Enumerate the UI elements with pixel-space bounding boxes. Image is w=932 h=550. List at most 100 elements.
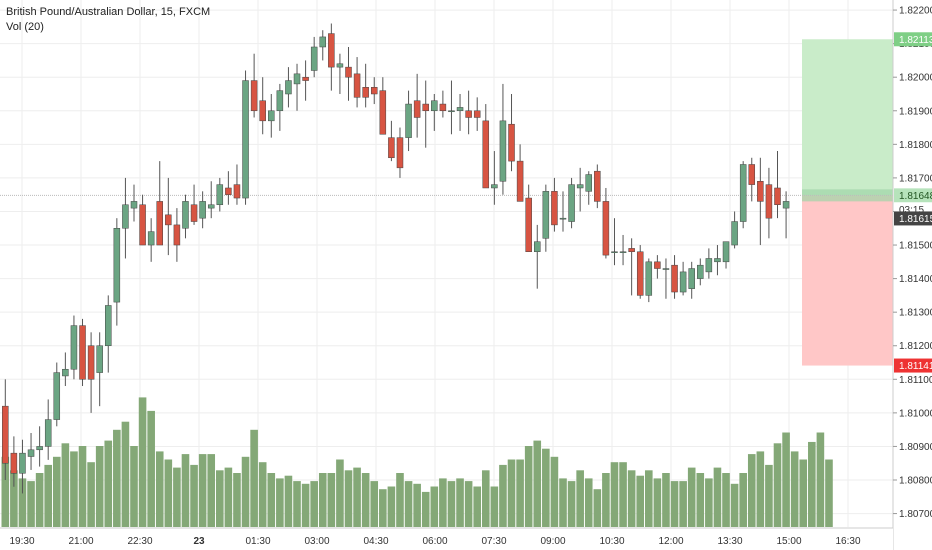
candle-up[interactable] <box>62 368 69 377</box>
candle-up[interactable] <box>585 174 592 192</box>
candle-up[interactable] <box>105 305 112 346</box>
candle-down[interactable] <box>422 103 429 112</box>
candle-down[interactable] <box>302 76 309 81</box>
candle-up[interactable] <box>722 241 730 263</box>
candle-up[interactable] <box>619 251 627 254</box>
candle-up[interactable] <box>731 221 738 246</box>
volume-bar <box>258 462 267 527</box>
candle-up[interactable] <box>285 80 292 95</box>
candle-down[interactable] <box>388 137 395 159</box>
candle-down[interactable] <box>516 160 524 202</box>
candle-down[interactable] <box>671 264 678 293</box>
candle-down[interactable] <box>259 100 266 122</box>
candle-down[interactable] <box>353 73 361 98</box>
candle-down[interactable] <box>482 120 490 189</box>
candle-down[interactable] <box>345 66 352 78</box>
price-axis[interactable] <box>893 0 932 550</box>
candle-up[interactable] <box>448 110 455 113</box>
candle-down[interactable] <box>328 33 335 68</box>
candle-down[interactable] <box>757 181 764 202</box>
candle-up[interactable] <box>216 184 224 206</box>
candle-down[interactable] <box>370 87 378 95</box>
candle-up[interactable] <box>405 103 412 138</box>
candle-up[interactable] <box>36 446 43 451</box>
candle-up[interactable] <box>705 258 713 273</box>
candle-up[interactable] <box>242 80 249 199</box>
candle-down[interactable] <box>748 164 756 185</box>
candle-up[interactable] <box>336 63 344 68</box>
candle-down[interactable] <box>654 261 661 269</box>
candle-down[interactable] <box>250 80 258 112</box>
candle-up[interactable] <box>559 217 567 220</box>
candle-up[interactable] <box>431 100 438 112</box>
candle-up[interactable] <box>53 372 61 420</box>
candle-down[interactable] <box>636 251 644 296</box>
candle-up[interactable] <box>782 201 790 209</box>
candle-down[interactable] <box>10 452 18 474</box>
candle-up[interactable] <box>199 201 206 219</box>
candle-down[interactable] <box>473 110 481 118</box>
candle-up[interactable] <box>182 201 189 229</box>
profit-zone[interactable] <box>802 39 893 196</box>
candle-down[interactable] <box>379 90 387 135</box>
candle-up[interactable] <box>319 36 327 48</box>
candle-up[interactable] <box>276 90 284 112</box>
candle-up[interactable] <box>130 201 138 209</box>
candle-down[interactable] <box>628 248 635 253</box>
candle-down[interactable] <box>413 100 421 118</box>
candle-down[interactable] <box>2 405 9 464</box>
candle-down[interactable] <box>190 204 198 222</box>
candle-up[interactable] <box>113 228 121 303</box>
candle-down[interactable] <box>525 197 532 253</box>
candle-up[interactable] <box>697 264 704 279</box>
candle-down[interactable] <box>139 204 146 246</box>
candle-down[interactable] <box>765 184 773 219</box>
candle-up[interactable] <box>147 231 155 246</box>
candle-down[interactable] <box>225 187 232 195</box>
candle-down[interactable] <box>165 214 172 226</box>
candle-down[interactable] <box>439 103 447 112</box>
candle-down[interactable] <box>79 325 86 380</box>
candle-up[interactable] <box>611 251 618 254</box>
candle-up[interactable] <box>542 191 550 239</box>
candle-up[interactable] <box>576 184 584 189</box>
candle-down[interactable] <box>87 345 95 380</box>
candle-down[interactable] <box>551 191 558 226</box>
candle-down[interactable] <box>156 201 163 246</box>
candle-up[interactable] <box>645 261 653 296</box>
candle-up[interactable] <box>714 258 721 263</box>
candle-down[interactable] <box>602 201 610 256</box>
candle-down[interactable] <box>508 123 515 162</box>
candle-down[interactable] <box>233 184 241 199</box>
candle-up[interactable] <box>207 204 215 209</box>
candle-down[interactable] <box>594 170 601 202</box>
candle-up[interactable] <box>534 241 541 253</box>
candle-down[interactable] <box>362 87 369 98</box>
candle-up[interactable] <box>310 46 318 71</box>
candle-down[interactable] <box>173 224 181 246</box>
candle-down[interactable] <box>465 110 472 118</box>
candle-down[interactable] <box>774 187 781 206</box>
candle-up[interactable] <box>739 164 747 222</box>
candle-up[interactable] <box>491 184 498 189</box>
candle-up[interactable] <box>122 204 129 229</box>
candle-up[interactable] <box>27 449 35 457</box>
candle-up[interactable] <box>96 345 103 373</box>
loss-zone[interactable] <box>802 195 893 366</box>
candle-up[interactable] <box>568 184 575 222</box>
candle-up[interactable] <box>268 110 275 122</box>
candle-up[interactable] <box>19 452 26 474</box>
candle-up[interactable] <box>44 419 52 447</box>
entry-band[interactable] <box>802 189 893 202</box>
candle-up[interactable] <box>456 107 464 112</box>
candle-down[interactable] <box>396 137 404 169</box>
candle-up[interactable] <box>679 271 687 293</box>
candle-up[interactable] <box>499 120 507 182</box>
time-axis[interactable] <box>0 528 893 550</box>
candle-up[interactable] <box>662 268 670 270</box>
candle-up[interactable] <box>70 325 78 370</box>
candle-up[interactable] <box>293 73 301 85</box>
candle-up[interactable] <box>688 268 695 289</box>
